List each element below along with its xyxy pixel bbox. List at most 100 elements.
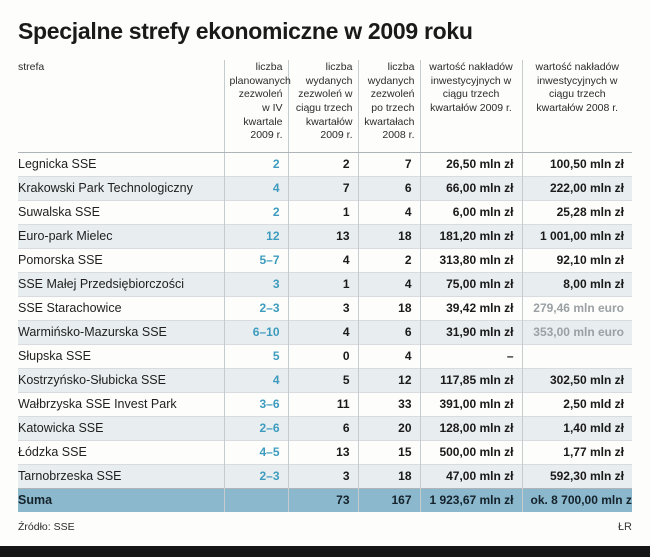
cell-zone-name: Suwalska SSE xyxy=(18,199,224,225)
cell-value-2009: 26,50 mln zł xyxy=(419,152,522,177)
table-row: Katowicka SSE 2–6 6 20 128,00 mln zł 1,4… xyxy=(18,415,632,441)
cell-issued-2009: 5 xyxy=(287,367,358,393)
cell-value-2009: 181,20 mln zł xyxy=(419,223,522,249)
table-row: Wałbrzyska SSE Invest Park 3–6 11 33 391… xyxy=(18,391,632,417)
table-row: Warmińsko-Mazurska SSE 6–10 4 6 31,90 ml… xyxy=(18,319,632,345)
cell-issued-2009: 4 xyxy=(287,247,358,273)
cell-value-2009: – xyxy=(419,343,522,369)
cell-issued-2008: 4 xyxy=(357,343,420,369)
cell-issued-2008: 6 xyxy=(357,319,420,345)
cell-value-2008: 222,00 mln zł xyxy=(521,175,632,201)
cell-issued-2008: 18 xyxy=(357,223,420,249)
cell-planned-permits: 2 xyxy=(223,152,288,177)
suma-issued-2009: 73 xyxy=(287,487,358,512)
cell-issued-2008: 20 xyxy=(357,415,420,441)
col-header-issued-2008: liczba wydanych zezwoleń po trzech kwart… xyxy=(357,60,420,153)
header-row: strefa liczba planowanych zezwoleń w IV … xyxy=(18,60,632,153)
table-row: Słupska SSE 5 0 4 – xyxy=(18,343,632,369)
footer: Źródło: SSE ŁR xyxy=(18,521,632,533)
cell-planned-permits: 6–10 xyxy=(223,319,288,345)
cell-issued-2009: 4 xyxy=(287,319,358,345)
cell-value-2009: 391,00 mln zł xyxy=(419,391,522,417)
cell-zone-name: Legnicka SSE xyxy=(18,157,97,172)
cell-value-2009: 128,00 mln zł xyxy=(419,415,522,441)
cell-planned-permits: 2–3 xyxy=(223,463,288,489)
table-row: Łódzka SSE 4–5 13 15 500,00 mln zł 1,77 … xyxy=(18,439,632,465)
cell-issued-2008: 15 xyxy=(357,439,420,465)
cell-value-2009: 117,85 mln zł xyxy=(419,367,522,393)
cell-value-2008: 25,28 mln zł xyxy=(521,199,632,225)
cell-issued-2008: 33 xyxy=(357,391,420,417)
col-header-value-2009: wartość nakładów inwestycyjnych w ciągu … xyxy=(419,60,522,153)
table-row: Pomorska SSE 5–7 4 2 313,80 mln zł 92,10… xyxy=(18,247,632,273)
suma-label: Suma xyxy=(18,487,224,512)
cell-zone-name: Krakowski Park Technologiczny xyxy=(18,175,224,201)
col-header-strefa: strefa xyxy=(18,60,224,153)
cell-planned-permits: 2–6 xyxy=(223,415,288,441)
cell-value-2008: 353,00 mln euro xyxy=(521,319,632,345)
table-body: Legnicka SSE 2 2 7 26,50 mln zł 100,50 m… xyxy=(18,152,632,489)
cell-issued-2009: 7 xyxy=(287,175,358,201)
col-header-issued-2009: liczba wydanych zezwoleń w ciągu trzech … xyxy=(287,60,358,153)
suma-row: Suma 73 167 1 923,67 mln zł ok. 8 700,00… xyxy=(18,487,632,512)
cell-value-2008: 2,50 mld zł xyxy=(521,391,632,417)
table-row: Euro-park Mielec 12 13 18 181,20 mln zł … xyxy=(18,223,632,249)
cell-zone-name: Tarnobrzeska SSE xyxy=(18,463,224,489)
cell-value-2008: 1 001,00 mln zł xyxy=(521,223,632,249)
cell-value-2009: 6,00 mln zł xyxy=(419,199,522,225)
cell-value-2009: 500,00 mln zł xyxy=(419,439,522,465)
cell-issued-2009: 3 xyxy=(287,463,358,489)
bottom-bar xyxy=(0,546,650,557)
cell-issued-2008: 18 xyxy=(357,295,420,321)
cell-value-2009: 47,00 mln zł xyxy=(419,463,522,489)
cell-planned-permits: 3 xyxy=(223,271,288,297)
col-header-value-2008: wartość nakładów inwestycyjnych w ciągu … xyxy=(521,60,632,153)
table-row: Tarnobrzeska SSE 2–3 3 18 47,00 mln zł 5… xyxy=(18,463,632,489)
cell-value-2008: 92,10 mln zł xyxy=(521,247,632,273)
suma-issued-2008: 167 xyxy=(357,487,420,512)
cell-issued-2009: 13 xyxy=(287,223,358,249)
cell-issued-2008: 4 xyxy=(357,199,420,225)
table-row: SSE Starachowice 2–3 3 18 39,42 mln zł 2… xyxy=(18,295,632,321)
table-row: Krakowski Park Technologiczny 4 7 6 66,0… xyxy=(18,175,632,201)
cell-value-2008: 100,50 mln zł xyxy=(521,152,632,177)
cell-zone-name: Katowicka SSE xyxy=(18,415,224,441)
suma-value-2009: 1 923,67 mln zł xyxy=(419,487,522,512)
cell-issued-2008: 12 xyxy=(357,367,420,393)
table-row: Suwalska SSE 2 1 4 6,00 mln zł 25,28 mln… xyxy=(18,199,632,225)
cell-value-2009: 75,00 mln zł xyxy=(419,271,522,297)
cell-issued-2009: 3 xyxy=(287,295,358,321)
cell-planned-permits: 5 xyxy=(223,343,288,369)
sse-table: strefa liczba planowanych zezwoleń w IV … xyxy=(18,60,632,512)
cell-issued-2009: 1 xyxy=(287,199,358,225)
table-row: Legnicka SSE 2 2 7 26,50 mln zł 100,50 m… xyxy=(18,152,632,177)
cell-zone-name: Warmińsko-Mazurska SSE xyxy=(18,319,224,345)
cell-value-2008: 279,46 mln euro xyxy=(521,295,632,321)
cell-issued-2008: 2 xyxy=(357,247,420,273)
cell-value-2008 xyxy=(521,343,632,369)
cell-issued-2009: 6 xyxy=(287,415,358,441)
cell-issued-2008: 7 xyxy=(357,152,420,177)
cell-zone-name: SSE Starachowice xyxy=(18,295,224,321)
cell-zone-name: Pomorska SSE xyxy=(18,247,224,273)
cell-planned-permits: 4 xyxy=(223,367,288,393)
cell-planned-permits: 5–7 xyxy=(223,247,288,273)
cell-issued-2009: 1 xyxy=(287,271,358,297)
cell-value-2009: 313,80 mln zł xyxy=(419,247,522,273)
cell-issued-2008: 6 xyxy=(357,175,420,201)
author-credit: ŁR xyxy=(617,520,632,533)
cell-planned-permits: 2 xyxy=(223,199,288,225)
cell-issued-2008: 18 xyxy=(357,463,420,489)
suma-planned xyxy=(223,487,288,512)
cell-zone-name: Łódzka SSE xyxy=(18,439,224,465)
cell-issued-2009: 13 xyxy=(287,439,358,465)
cell-value-2008: 1,40 mld zł xyxy=(521,415,632,441)
cell-issued-2009: 2 xyxy=(287,152,358,177)
cell-zone-name: Euro-park Mielec xyxy=(18,223,224,249)
cell-zone-name: Słupska SSE xyxy=(18,343,224,369)
page-title: Specjalne strefy ekonomiczne w 2009 roku xyxy=(18,18,473,44)
cell-issued-2008: 4 xyxy=(357,271,420,297)
cell-zone-name: SSE Małej Przedsiębiorczości xyxy=(18,271,224,297)
suma-value-2008: ok. 8 700,00 mln zł xyxy=(521,487,632,512)
